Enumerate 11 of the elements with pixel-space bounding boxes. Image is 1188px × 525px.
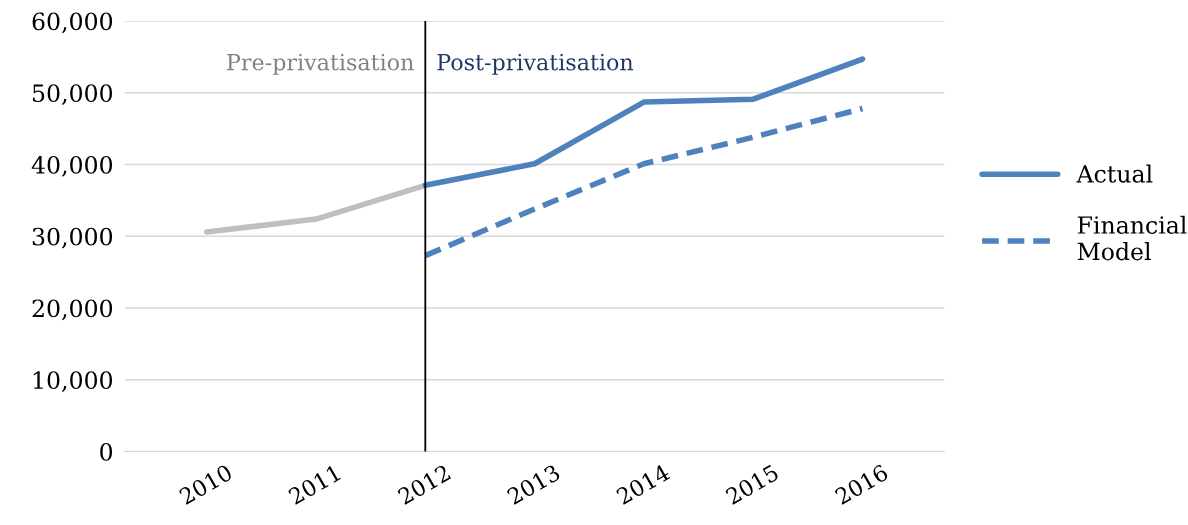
legend-label: Financial Model xyxy=(1077,215,1187,261)
annotation: Pre-privatisation xyxy=(227,53,414,75)
y-tick-label: 0 xyxy=(100,442,113,461)
y-tick-label: 10,000 xyxy=(33,371,113,392)
y-tick-label: 40,000 xyxy=(31,155,113,177)
legend-label: Actual xyxy=(1076,164,1153,183)
y-tick-label: 30,000 xyxy=(32,227,113,249)
y-tick-label: 20,000 xyxy=(32,299,113,321)
y-tick-label: 60,000 xyxy=(32,12,113,34)
y-tick-label: 50,000 xyxy=(33,84,113,105)
annotation: Post-privatisation xyxy=(437,53,634,75)
